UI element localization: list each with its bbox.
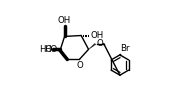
Text: HO: HO xyxy=(39,45,52,54)
Text: O: O xyxy=(97,39,103,48)
Text: Br: Br xyxy=(120,44,130,53)
Text: OH: OH xyxy=(58,16,71,25)
Text: OH: OH xyxy=(90,31,104,40)
Text: O: O xyxy=(76,61,83,70)
Text: HO: HO xyxy=(44,45,57,54)
